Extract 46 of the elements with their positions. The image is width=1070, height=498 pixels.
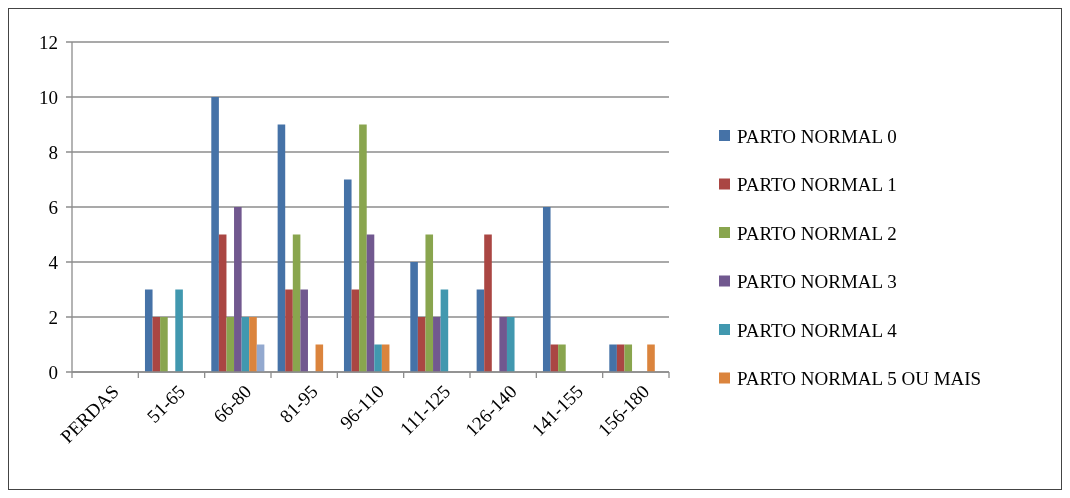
legend-label: PARTO NORMAL 1 [737,174,897,196]
bar [234,207,242,372]
bar [499,317,507,372]
bar [647,344,655,372]
bar [440,289,449,372]
y-tick-label: 12 [39,31,58,53]
y-tick-label: 8 [48,141,58,163]
legend-label: PARTO NORMAL 4 [737,319,898,341]
y-tick-label: 0 [48,361,58,383]
bar [218,234,227,372]
legend-label: PARTO NORMAL 5 OU MAIS [737,368,982,390]
bar [433,317,441,372]
legend-label: PARTO NORMAL 3 [737,271,897,293]
bar [374,344,382,372]
bar [410,262,418,372]
bar [343,179,352,372]
legend-label: PARTO NORMAL 0 [737,125,897,147]
bar [300,289,308,372]
bar [425,234,434,372]
bar [226,317,235,372]
y-tick-label: 10 [39,86,58,108]
y-tick-label: 4 [48,251,59,273]
bar [417,317,426,372]
bar [351,289,360,372]
y-tick-label: 6 [48,196,58,218]
bar [160,317,168,372]
legend-label: PARTO NORMAL 2 [737,222,897,244]
bar [609,344,617,372]
bar [144,289,153,372]
bar [366,234,375,372]
bar [506,317,515,372]
bar [558,344,566,372]
bar [175,289,183,372]
bar [241,317,250,372]
bar [359,124,367,372]
bar [249,317,257,372]
bar [152,317,161,372]
y-tick-label: 2 [48,306,58,328]
bar [484,234,492,372]
bar [285,289,293,372]
bar [624,344,633,372]
bar [211,97,219,372]
bar [542,207,551,372]
bar [292,234,301,372]
bar [277,124,286,372]
bar [476,289,485,372]
